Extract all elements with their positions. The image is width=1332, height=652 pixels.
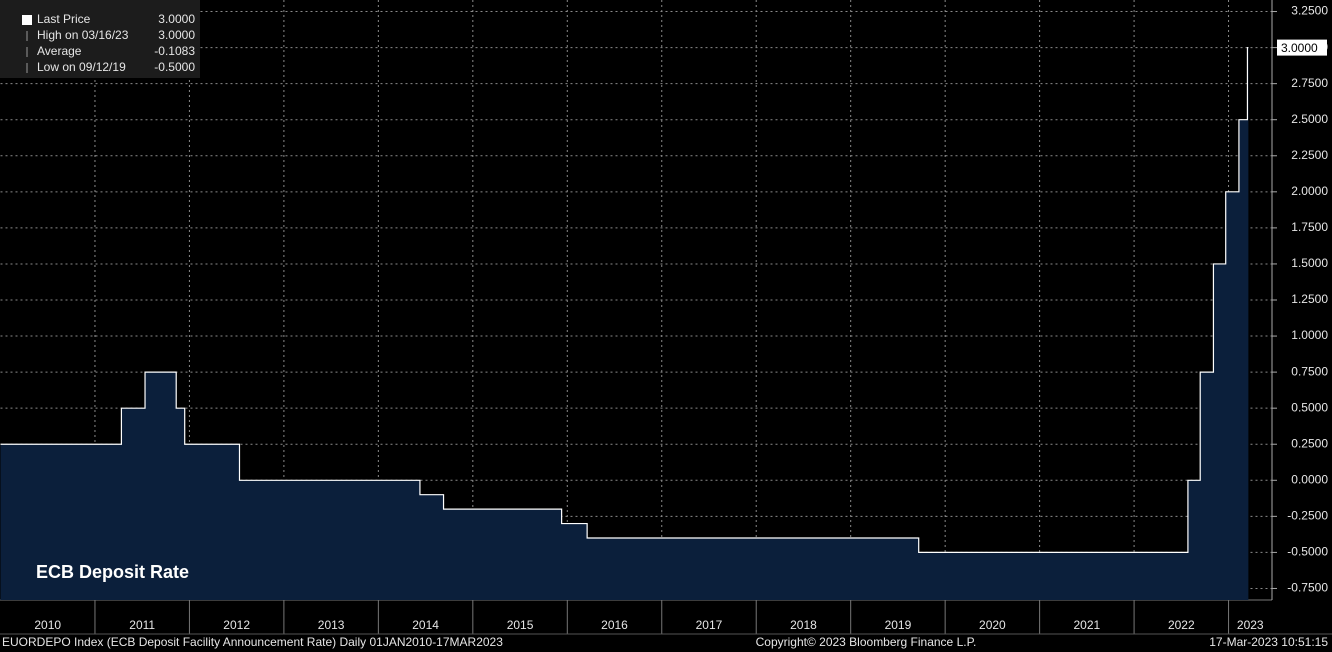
x-tick-label: 2023 xyxy=(1237,618,1264,632)
footer-left: EUORDEPO Index (ECB Deposit Facility Ann… xyxy=(2,635,503,649)
y-tick-label: 0.2500 xyxy=(1291,436,1328,450)
y-tick-label: 1.7500 xyxy=(1291,220,1328,234)
y-tick-label: 1.5000 xyxy=(1291,256,1328,270)
y-tick-label: 2.5000 xyxy=(1291,112,1328,126)
y-tick-label: 3.2500 xyxy=(1291,4,1328,18)
legend-label: Low on 09/12/19 xyxy=(37,60,126,74)
y-tick-label: 0.5000 xyxy=(1291,400,1328,414)
x-tick-label: 2011 xyxy=(129,618,155,632)
legend: Last Price 3.0000 High on 03/16/23 3.0000 Av… xyxy=(22,12,195,74)
y-tick-label: 2.7500 xyxy=(1291,76,1328,90)
legend-swatch xyxy=(22,15,32,25)
y-tick-label: -0.7500 xyxy=(1287,581,1328,595)
legend-label: High on 03/16/23 xyxy=(37,28,129,42)
y-tick-label: 0.7500 xyxy=(1291,364,1328,378)
y-tick-label: 1.2500 xyxy=(1291,292,1328,306)
y-tick-label: 2.2500 xyxy=(1291,148,1328,162)
x-tick-label: 2018 xyxy=(790,618,817,632)
y-tick-label: -0.5000 xyxy=(1287,545,1328,559)
legend-label: Average xyxy=(37,44,82,58)
legend-value: -0.5000 xyxy=(154,60,195,74)
last-price-tag xyxy=(1277,39,1327,56)
legend-label: Last Price xyxy=(37,12,91,26)
annotation: ECB Deposit Rate xyxy=(36,562,189,582)
x-tick-label: 2021 xyxy=(1073,618,1100,632)
y-tick-label: -0.2500 xyxy=(1287,509,1328,523)
x-tick-label: 2013 xyxy=(318,618,345,632)
x-tick-label: 2022 xyxy=(1168,618,1195,632)
footer-right: 17-Mar-2023 10:51:15 xyxy=(1209,635,1328,649)
legend-value: 3.0000 xyxy=(158,12,195,26)
last-price-label: 3.0000 xyxy=(1281,41,1318,55)
area xyxy=(0,47,1249,601)
footer-center: Copyright© 2023 Bloomberg Finance L.P. xyxy=(756,635,977,649)
x-tick-label: 2010 xyxy=(34,618,61,632)
plot-area: 2010 2011 2012 2013 2014 2015 2016 2017 2018 2019… xyxy=(0,0,1328,634)
y-tick-label: 1.0000 xyxy=(1291,328,1328,342)
x-tick-label: 2020 xyxy=(979,618,1006,632)
x-tick-label: 2015 xyxy=(507,618,534,632)
x-tick-label: 2012 xyxy=(223,618,250,632)
y-tick-label: 0.0000 xyxy=(1291,472,1328,486)
x-tick-label: 2019 xyxy=(885,618,912,632)
legend-value: -0.1083 xyxy=(154,44,195,58)
y-tick-label: 2.0000 xyxy=(1291,184,1328,198)
line xyxy=(0,46,1249,554)
legend-value: 3.0000 xyxy=(158,28,195,42)
x-tick-label: 2016 xyxy=(601,618,628,632)
x-tick-label: 2017 xyxy=(696,618,723,632)
x-tick-label: 2014 xyxy=(412,618,439,632)
legend-box xyxy=(0,0,200,78)
